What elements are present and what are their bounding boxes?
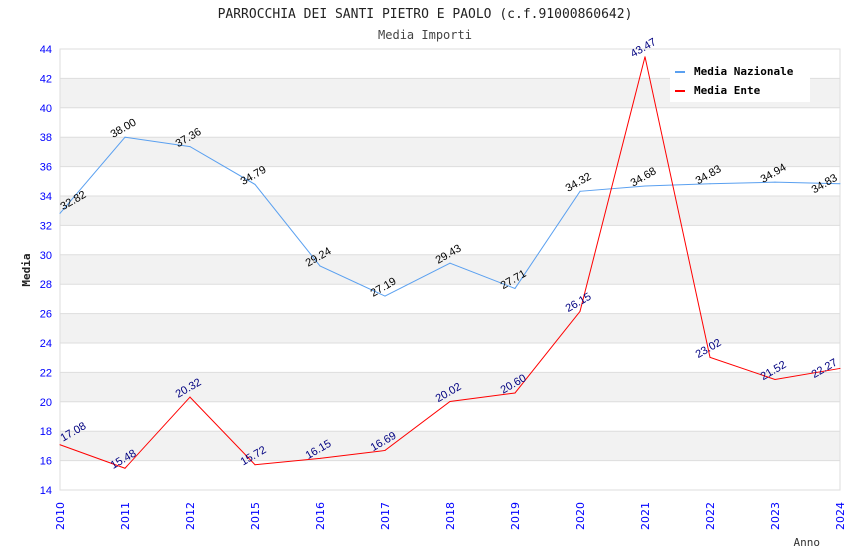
y-tick-label: 26: [40, 309, 52, 321]
data-point: [709, 183, 711, 185]
data-label: 34.83: [810, 172, 840, 196]
data-point: [839, 367, 841, 369]
y-tick-label: 20: [40, 397, 52, 409]
legend-swatch-ente: [675, 90, 685, 92]
data-label: 26.15: [564, 291, 594, 315]
chart-title: PARROCCHIA DEI SANTI PIETRO E PAOLO (c.f…: [218, 7, 633, 22]
data-point: [189, 146, 191, 148]
data-point: [254, 183, 256, 185]
grid-band: [60, 137, 840, 167]
x-axis-label: Anno: [794, 536, 821, 549]
data-point: [59, 212, 61, 214]
y-tick-label: 38: [40, 132, 52, 144]
data-point: [124, 467, 126, 469]
x-tick-label: 2015: [249, 502, 262, 530]
x-tick-label: 2020: [574, 502, 587, 530]
x-tick-label: 2024: [834, 502, 847, 530]
grid-band: [60, 196, 840, 226]
x-tick-label: 2022: [704, 502, 717, 530]
x-tick-label: 2012: [184, 502, 197, 530]
x-tick-label: 2010: [54, 502, 67, 530]
data-point: [254, 464, 256, 466]
y-tick-label: 32: [40, 220, 52, 232]
y-tick-label: 24: [40, 338, 52, 350]
y-tick-label: 30: [40, 250, 52, 262]
x-tick-label: 2018: [444, 502, 457, 530]
data-point: [709, 356, 711, 358]
y-tick-label: 42: [40, 73, 52, 85]
x-tick-label: 2011: [119, 502, 132, 530]
legend-label-ente: Media Ente: [694, 84, 761, 97]
y-axis-label: Media: [20, 253, 33, 286]
y-tick-label: 36: [40, 162, 52, 174]
grid-band: [60, 254, 840, 285]
data-point: [774, 181, 776, 183]
data-point: [774, 378, 776, 380]
legend-label-nazionale: Media Nazionale: [694, 65, 794, 78]
y-tick-label: 14: [40, 485, 52, 497]
y-tick-label: 28: [40, 279, 52, 291]
grid-band: [60, 431, 840, 461]
x-tick-label: 2019: [509, 502, 522, 530]
data-point: [384, 449, 386, 451]
data-label: 43.47: [629, 36, 659, 60]
x-tick-label: 2021: [639, 502, 652, 530]
legend-swatch-nazionale: [675, 71, 685, 73]
data-point: [644, 56, 646, 58]
y-tick-label: 18: [40, 426, 52, 438]
data-point: [189, 396, 191, 398]
data-point: [644, 185, 646, 187]
data-point: [384, 295, 386, 297]
data-point: [449, 401, 451, 403]
y-tick-label: 44: [40, 44, 52, 56]
x-tick-label: 2017: [379, 502, 392, 530]
chart-subtitle: Media Importi: [378, 28, 472, 42]
x-tick-label: 2023: [769, 502, 782, 530]
data-point: [514, 287, 516, 289]
y-tick-label: 22: [40, 367, 52, 379]
data-point: [59, 444, 61, 446]
data-point: [839, 183, 841, 185]
legend: Media Nazionale Media Ente: [670, 58, 810, 102]
data-point: [514, 392, 516, 394]
data-point: [449, 262, 451, 264]
data-label: 34.32: [564, 171, 594, 195]
y-tick-label: 40: [40, 103, 52, 115]
data-label: 34.79: [239, 164, 269, 188]
data-point: [579, 190, 581, 192]
data-point: [319, 457, 321, 459]
y-tick-label: 16: [40, 456, 52, 468]
x-tick-label: 2016: [314, 502, 327, 530]
data-point: [124, 136, 126, 138]
y-tick-label: 34: [40, 191, 52, 203]
data-point: [319, 265, 321, 267]
data-point: [579, 310, 581, 312]
grid-band: [60, 313, 840, 343]
